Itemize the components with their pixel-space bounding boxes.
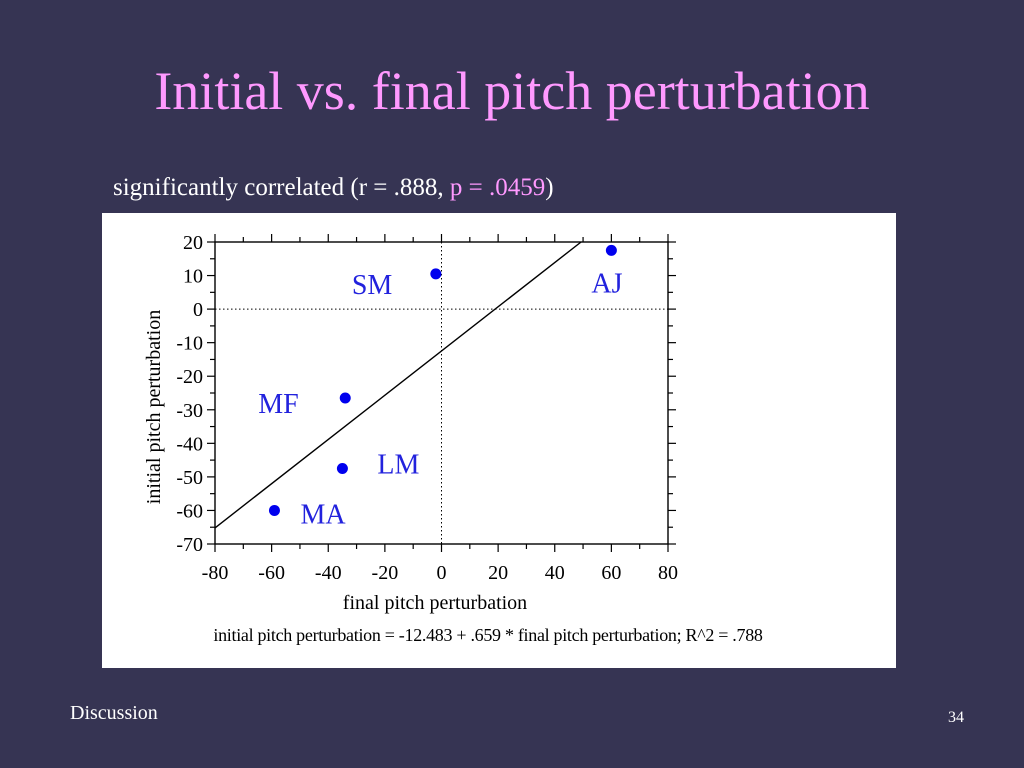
axes-layer: -80 -60 -40 -20 0 20 40 60 80 20 10 0 -10 -20 -30 -40 -5… [176,232,678,584]
data-point-aj [605,244,617,256]
y-tick-label: 20 [183,232,203,254]
x-tick-label: 60 [601,562,621,584]
x-axis-title: final pitch perturbation [343,592,527,614]
y-tick-label: -70 [176,534,203,556]
y-axis-title: initial pitch perturbation [143,310,165,504]
data-point-ma [268,504,280,516]
x-tick-label: 20 [488,562,508,584]
x-tick-label: -20 [372,562,399,584]
point-label-aj: AJ [591,268,622,299]
x-tick-label: 80 [658,562,678,584]
point-label-mf: MF [258,389,298,420]
y-tick-label: 10 [183,266,203,288]
x-tick-label: 0 [437,562,447,584]
slide-title: Initial vs. final pitch perturbation [154,61,870,121]
point-label-ma: MA [300,499,346,530]
y-tick-label: -40 [176,433,203,455]
regression-line [214,241,582,529]
x-tick-label: -40 [315,562,342,584]
chart-panel: -80 -60 -40 -20 0 20 40 60 80 20 10 0 -10 -20 -30 -40 -5… [102,213,896,668]
page-number: 34 [948,709,964,726]
y-tick-label: -60 [176,500,203,522]
regression-equation: initial pitch perturbation = -12.483 + .… [213,625,763,645]
y-tick-label: 0 [193,299,203,321]
point-label-lm: LM [377,450,419,481]
data-point-sm [430,268,442,280]
point-label-sm: SM [352,270,393,301]
y-tick-label: -10 [176,333,203,355]
x-tick-label: 40 [545,562,565,584]
data-point-mf [339,392,351,404]
footer-section-label: Discussion [70,702,158,724]
y-tick-label: -30 [176,400,203,422]
subtitle-prefix: significantly correlated (r = .888, [113,174,450,201]
marks-layer [214,241,617,529]
scatter-chart: -80 -60 -40 -20 0 20 40 60 80 20 10 0 -10 -20 -30 -40 -5… [143,232,763,645]
x-tick-label: -60 [258,562,285,584]
x-tick-label: -80 [202,562,229,584]
subtitle-suffix: ) [545,174,554,201]
data-point-lm [336,463,348,474]
subtitle-p-value: p = .0459 [449,174,546,201]
y-tick-label: -50 [176,467,203,489]
y-tick-label: -20 [176,366,203,388]
labels-layer: SM AJ MF LM MA [258,268,622,530]
slide-subtitle: significantly correlated (r = .888, p = … [113,174,554,202]
